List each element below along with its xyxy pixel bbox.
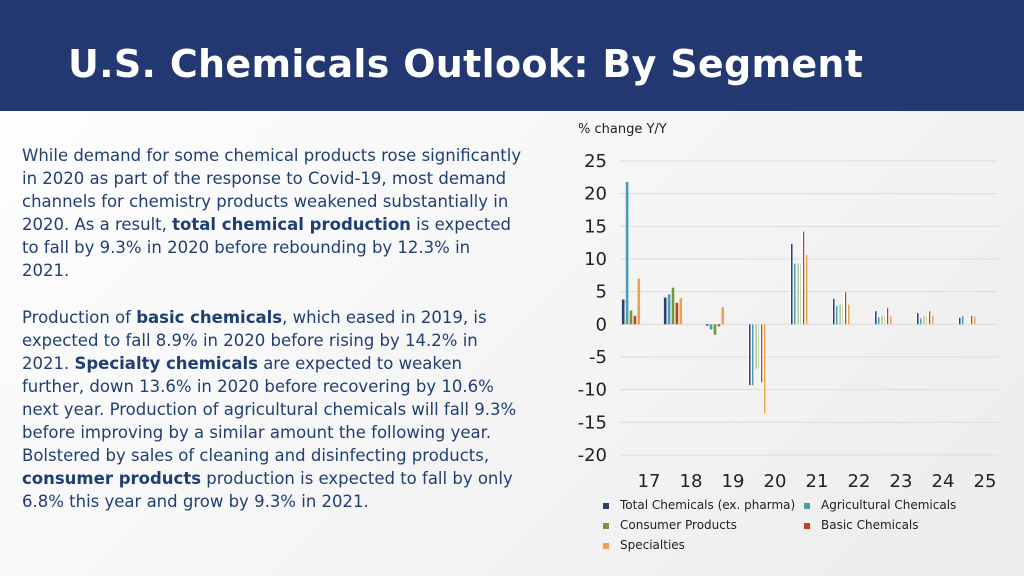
x-tick-label: 19 xyxy=(722,471,745,492)
bar-specialties-20 xyxy=(763,324,767,414)
bar-agricultural-chemicals-23 xyxy=(877,317,881,325)
body-paragraph: Production of basic chemicals, which eas… xyxy=(22,306,522,514)
bar-total-chemicals-ex-pharma--19 xyxy=(705,324,709,326)
x-tick-label: 20 xyxy=(764,471,787,492)
x-tick-label: 18 xyxy=(680,471,703,492)
text-run: are expected to weaken further, down 13.… xyxy=(22,353,517,466)
x-tick-label: 23 xyxy=(890,471,913,492)
bar-specialties-22 xyxy=(847,304,851,325)
y-tick-label: 20 xyxy=(584,184,607,205)
bar-specialties-18 xyxy=(679,298,683,325)
legend-swatch xyxy=(603,503,609,509)
bar-total-chemicals-ex-pharma--24 xyxy=(915,313,919,325)
bar-basic-chemicals-23 xyxy=(885,308,889,325)
bar-agricultural-chemicals-20 xyxy=(751,324,755,386)
text-run: production is expected to fall by only 6… xyxy=(22,469,513,512)
bar-specialties-23 xyxy=(889,316,893,325)
bar-agricultural-chemicals-25 xyxy=(961,315,965,325)
bar-total-chemicals-ex-pharma--18 xyxy=(663,297,667,325)
bar-agricultural-chemicals-24 xyxy=(919,318,923,325)
body-paragraph: While demand for some chemical products … xyxy=(22,144,522,283)
y-tick-label: -5 xyxy=(589,347,607,368)
bar-basic-chemicals-18 xyxy=(675,302,679,325)
y-tick-label: 0 xyxy=(596,314,607,335)
bar-basic-chemicals-24 xyxy=(927,311,931,325)
bar-agricultural-chemicals-19 xyxy=(709,324,713,330)
y-tick-label: -20 xyxy=(578,445,607,466)
bar-basic-chemicals-20 xyxy=(759,324,763,383)
text-run: is expected to fall by 9.3% in 2020 befo… xyxy=(22,215,512,281)
legend-swatch xyxy=(603,543,609,549)
bar-consumer-products-18 xyxy=(671,287,675,325)
legend-label: Agricultural Chemicals xyxy=(821,498,956,512)
bar-agricultural-chemicals-17 xyxy=(625,181,629,325)
text-run: , which eased in 2019, is expected to fa… xyxy=(22,307,487,373)
legend-label: Basic Chemicals xyxy=(821,518,919,532)
legend-swatch xyxy=(804,503,810,509)
bar-specialties-24 xyxy=(931,315,935,325)
y-tick-label: 10 xyxy=(584,249,607,270)
slide-title: U.S. Chemicals Outlook: By Segment xyxy=(68,42,864,86)
y-tick-label: 25 xyxy=(584,151,607,172)
bar-agricultural-chemicals-18 xyxy=(667,294,671,325)
bar-basic-chemicals-22 xyxy=(843,292,847,325)
title-bar: U.S. Chemicals Outlook: By Segment xyxy=(0,0,1024,111)
bar-total-chemicals-ex-pharma--22 xyxy=(831,298,835,325)
y-tick-label: 5 xyxy=(596,282,607,303)
bar-specialties-21 xyxy=(805,255,809,325)
y-tick-label: -15 xyxy=(578,412,607,433)
y-tick-label: -10 xyxy=(578,380,607,401)
bar-consumer-products-24 xyxy=(923,315,927,325)
bar-total-chemicals-ex-pharma--25 xyxy=(957,317,961,325)
bar-consumer-products-21 xyxy=(797,263,801,325)
segment-bar-chart: % change Y/Y 25 20 15 10 5 0 -5 -10 -15 -20 17 18 19 2… xyxy=(578,122,998,552)
legend-swatch xyxy=(804,523,810,529)
bar-consumer-products-17 xyxy=(629,310,633,325)
body-text: While demand for some chemical products … xyxy=(22,144,522,536)
bar-consumer-products-22 xyxy=(839,304,843,325)
bold-phrase: Specialty chemicals xyxy=(74,353,258,373)
bold-phrase: basic chemicals xyxy=(136,307,283,327)
bar-agricultural-chemicals-21 xyxy=(793,263,797,325)
x-tick-label: 17 xyxy=(638,471,661,492)
x-tick-label: 25 xyxy=(974,471,997,492)
bar-agricultural-chemicals-22 xyxy=(835,306,839,325)
legend-swatch xyxy=(603,523,609,529)
bar-total-chemicals-ex-pharma--21 xyxy=(789,243,793,325)
bar-basic-chemicals-25 xyxy=(969,315,973,325)
bar-consumer-products-19 xyxy=(713,324,717,335)
x-tick-label: 21 xyxy=(806,471,829,492)
bar-specialties-19 xyxy=(721,307,725,325)
bar-total-chemicals-ex-pharma--20 xyxy=(747,324,751,386)
bar-consumer-products-25 xyxy=(965,324,969,325)
y-tick-label: 15 xyxy=(584,216,607,237)
x-tick-label: 24 xyxy=(932,471,955,492)
bar-consumer-products-23 xyxy=(881,315,885,325)
bold-phrase: total chemical production xyxy=(172,215,411,235)
bar-total-chemicals-ex-pharma--23 xyxy=(873,311,877,325)
legend-label: Consumer Products xyxy=(620,518,737,532)
bar-basic-chemicals-19 xyxy=(717,324,721,327)
bar-specialties-25 xyxy=(973,316,977,325)
legend-label: Total Chemicals (ex. pharma) xyxy=(619,498,795,512)
bar-basic-chemicals-17 xyxy=(633,315,637,325)
bar-consumer-products-20 xyxy=(755,324,759,369)
bar-total-chemicals-ex-pharma--17 xyxy=(621,299,625,325)
legend-label: Specialties xyxy=(620,538,685,552)
y-axis-label: % change Y/Y xyxy=(578,122,667,137)
bar-basic-chemicals-21 xyxy=(801,231,805,325)
x-tick-label: 22 xyxy=(848,471,871,492)
text-run: Production of xyxy=(22,307,137,327)
bar-specialties-17 xyxy=(637,278,641,325)
bold-phrase: consumer products xyxy=(22,469,202,489)
text-run: While demand for some chemical products … xyxy=(22,146,522,235)
